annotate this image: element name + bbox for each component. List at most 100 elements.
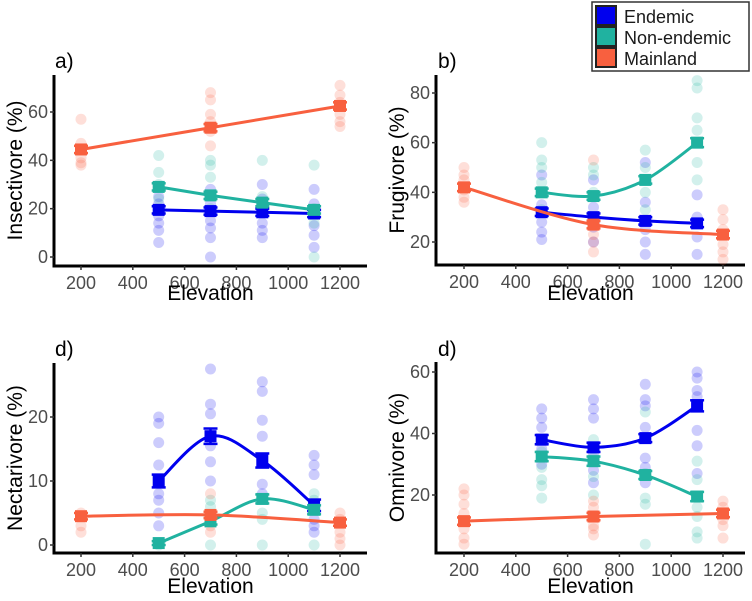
points-endemic: [153, 179, 320, 263]
data-point: [691, 455, 703, 467]
points-endemic: [536, 157, 703, 260]
data-point: [458, 498, 470, 510]
x-axis-title: Elevation: [547, 282, 633, 305]
mean-marker: [152, 203, 165, 216]
data-point: [205, 171, 216, 183]
mean-marker: [639, 173, 652, 186]
panel-2: b) 200 400 600 800 1000 1200 20 40 60 80 Elevation F…: [386, 50, 745, 305]
data-point: [153, 191, 165, 203]
data-point: [717, 204, 729, 216]
x-tick-label: 400: [118, 273, 148, 293]
data-point: [639, 204, 651, 216]
y-tick-label: 60: [28, 102, 48, 122]
x-tick-label: 600: [170, 560, 200, 580]
data-point: [256, 385, 268, 397]
data-point: [458, 162, 470, 173]
mean-marker: [458, 515, 470, 528]
data-point: [536, 480, 548, 492]
legend-box: [591, 1, 750, 72]
mean-marker: [334, 516, 346, 529]
panel-4: d) 200 400 600 800 1000 1200 20 40 60 Elevation Omn…: [386, 338, 745, 598]
y-axis-title: Frugivore (%): [386, 106, 409, 233]
points-endemic: [153, 363, 320, 538]
data-point: [691, 174, 703, 186]
y-tick-label: 40: [410, 182, 430, 202]
points-non-endemic: [536, 75, 703, 223]
mean-marker: [691, 490, 704, 503]
data-point: [588, 477, 599, 489]
x-tick-label: 200: [66, 560, 96, 580]
points-non-endemic: [536, 406, 703, 550]
y-tick-label: 20: [410, 485, 430, 505]
data-point: [588, 471, 599, 483]
trend-line-non-endemic: [158, 497, 315, 545]
data-point: [205, 215, 216, 227]
x-tick-label: 800: [221, 560, 251, 580]
x-tick-label: 1000: [651, 272, 691, 292]
panel-tag: d): [55, 338, 74, 361]
x-tick-label: 1200: [703, 560, 743, 580]
y-tick-label: 60: [410, 362, 430, 382]
data-point: [639, 196, 651, 208]
data-point: [691, 157, 703, 169]
data-point: [308, 220, 320, 232]
mean-marker: [691, 217, 704, 230]
data-point: [691, 366, 703, 378]
legend: Endemic Non-endemic Mainland: [591, 1, 750, 72]
data-point: [308, 469, 320, 481]
legend-key-non-endemic: [595, 26, 617, 47]
data-point: [536, 216, 548, 228]
x-axis-title: Elevation: [167, 282, 253, 305]
legend-label-non-endemic: Non-endemic: [624, 28, 731, 48]
data-point: [256, 232, 268, 244]
data-point: [588, 229, 599, 241]
x-tick-label: 800: [604, 272, 634, 292]
mean-marker: [691, 399, 704, 412]
x-tick-label: 400: [501, 272, 531, 292]
data-point: [75, 157, 87, 169]
x-tick-label: 200: [449, 272, 479, 292]
mean-marker: [308, 203, 321, 216]
data-point: [691, 532, 703, 544]
data-point: [75, 159, 87, 171]
data-point: [205, 232, 216, 244]
data-point: [153, 488, 165, 500]
data-point: [205, 87, 216, 99]
data-point: [691, 372, 703, 384]
data-point: [153, 150, 165, 161]
data-point: [153, 520, 165, 532]
mean-marker: [458, 181, 470, 194]
data-point: [536, 474, 548, 486]
data-point: [205, 363, 216, 375]
data-point: [205, 408, 216, 420]
data-point: [153, 411, 165, 423]
mean-marker: [535, 186, 548, 199]
data-point: [75, 526, 87, 538]
data-point: [639, 406, 651, 418]
data-point: [458, 538, 470, 550]
data-point: [717, 495, 729, 507]
mean-marker: [204, 430, 217, 443]
data-point: [308, 183, 320, 195]
x-tick-label: 1200: [703, 272, 743, 292]
data-point: [639, 394, 651, 406]
trend-line-non-endemic: [541, 455, 698, 498]
mean-marker: [717, 228, 729, 241]
y-tick-label: 80: [410, 83, 430, 103]
mean-marker: [717, 507, 729, 520]
data-point: [153, 224, 165, 236]
data-point: [256, 217, 268, 229]
data-point: [536, 226, 548, 238]
data-point: [639, 421, 651, 433]
y-tick-label: 10: [28, 471, 48, 491]
data-point: [256, 154, 268, 166]
legend-key-mainland: [595, 47, 617, 68]
data-point: [691, 82, 703, 94]
y-tick-label: 20: [410, 232, 430, 252]
data-point: [536, 176, 548, 188]
data-point: [588, 520, 599, 532]
data-point: [256, 414, 268, 426]
data-point: [691, 526, 703, 538]
data-point: [75, 113, 87, 125]
data-point: [536, 421, 548, 433]
